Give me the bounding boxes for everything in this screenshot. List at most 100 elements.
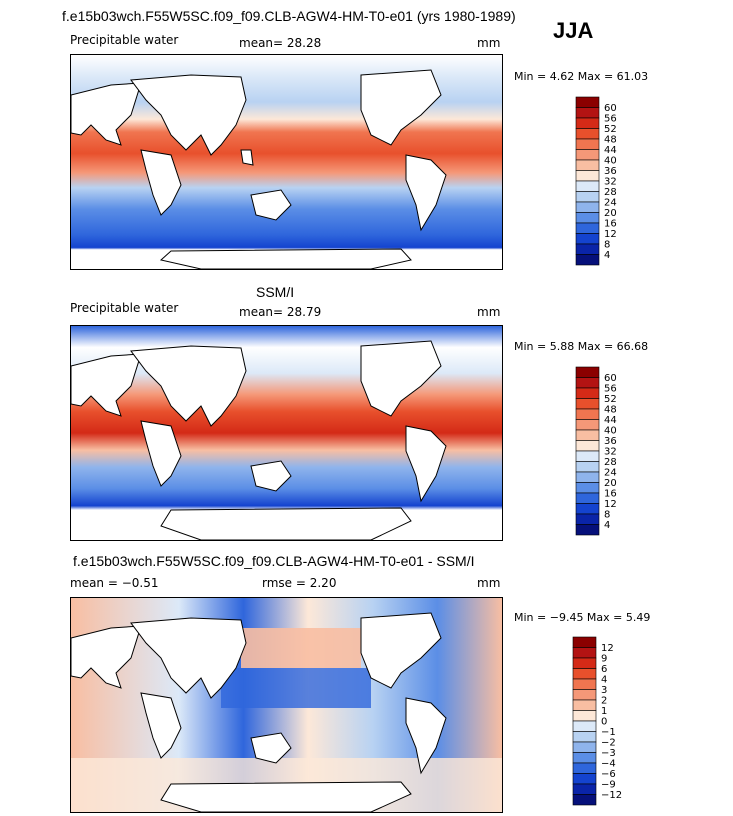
colorbar-label: 28 bbox=[604, 187, 617, 198]
colorbar-swatch bbox=[572, 731, 597, 743]
colorbar-label: 12 bbox=[604, 499, 617, 510]
colorbar-label: 3 bbox=[601, 685, 607, 696]
panel-3-units: mm bbox=[477, 576, 501, 590]
colorbar-swatch bbox=[575, 159, 600, 171]
colorbar-label: 1 bbox=[601, 706, 607, 717]
colorbar-label: 4 bbox=[601, 675, 607, 686]
panel-2-minmax: Min = 5.88 Max = 66.68 bbox=[514, 340, 649, 353]
panel-3-continents bbox=[71, 612, 447, 812]
colorbar-swatch bbox=[575, 461, 600, 473]
colorbar-label: 56 bbox=[604, 114, 617, 125]
colorbar-label: 52 bbox=[604, 124, 617, 135]
colorbar-label: −3 bbox=[601, 748, 616, 759]
panel-3-rmse: rmse = 2.20 bbox=[262, 576, 337, 590]
colorbar-label: 36 bbox=[604, 166, 617, 177]
colorbar-swatch bbox=[575, 254, 600, 266]
colorbar-swatch bbox=[575, 191, 600, 203]
colorbar-swatch bbox=[575, 212, 600, 224]
colorbar-swatch bbox=[572, 783, 597, 795]
panel-3-mean: mean = −0.51 bbox=[70, 576, 159, 590]
colorbar-label: 9 bbox=[601, 654, 607, 665]
colorbar-swatch bbox=[575, 243, 600, 255]
colorbar-swatch bbox=[575, 524, 600, 536]
colorbar-label: −4 bbox=[601, 759, 616, 770]
colorbar-label: 16 bbox=[604, 489, 617, 500]
colorbar-label: 32 bbox=[604, 447, 617, 458]
colorbar-swatch bbox=[575, 366, 600, 378]
panel-1-minmax: Min = 4.62 Max = 61.03 bbox=[514, 70, 649, 83]
colorbar-label: −9 bbox=[601, 780, 616, 791]
colorbar-swatch bbox=[575, 492, 600, 504]
panel-1-units: mm bbox=[477, 36, 501, 50]
colorbar-label: 48 bbox=[604, 135, 617, 146]
colorbar-swatch bbox=[575, 387, 600, 399]
colorbar-swatch bbox=[572, 678, 597, 690]
panel-2-continents bbox=[71, 340, 447, 540]
colorbar-label: 12 bbox=[601, 643, 614, 654]
colorbar-label: 32 bbox=[604, 177, 617, 188]
colorbar-label: 20 bbox=[604, 208, 617, 219]
colorbar-label: 52 bbox=[604, 394, 617, 405]
colorbar-swatch bbox=[575, 419, 600, 431]
colorbar-label: 48 bbox=[604, 405, 617, 416]
colorbar-label: 2 bbox=[601, 696, 607, 707]
panel-3-colorbar: 12 9 6 4 3 2 1 0 −1 −2 −3 −4 −6 −9 −12 bbox=[572, 636, 633, 807]
colorbar-swatch bbox=[572, 773, 597, 785]
colorbar-label: 4 bbox=[604, 250, 610, 261]
panel-1-colorbar: 60 56 52 48 44 40 36 32 28 24 20 16 12 8 4 bbox=[575, 96, 636, 267]
panel-2-map bbox=[70, 325, 503, 541]
colorbar-swatch bbox=[575, 450, 600, 462]
panel-3-minmax: Min = −9.45 Max = 5.49 bbox=[514, 611, 651, 624]
panel-3-map bbox=[70, 597, 503, 813]
colorbar-label: 44 bbox=[604, 415, 617, 426]
colorbar-swatch bbox=[572, 699, 597, 711]
colorbar-label: −1 bbox=[601, 727, 616, 738]
colorbar-label: 12 bbox=[604, 229, 617, 240]
panel-1-map bbox=[70, 54, 503, 270]
colorbar-label: 28 bbox=[604, 457, 617, 468]
panel-1-mean: mean= 28.28 bbox=[239, 36, 322, 50]
colorbar-swatch bbox=[575, 233, 600, 245]
colorbar-swatch bbox=[572, 710, 597, 722]
panel-1-variable: Precipitable water bbox=[70, 33, 179, 47]
panel-2-units: mm bbox=[477, 305, 501, 319]
panel-3-heading: f.e15b03wch.F55W5SC.f09_f09.CLB-AGW4-HM-… bbox=[73, 553, 475, 569]
colorbar-swatch bbox=[572, 794, 597, 806]
colorbar-swatch bbox=[575, 107, 600, 119]
colorbar-swatch bbox=[575, 222, 600, 234]
colorbar-label: 6 bbox=[601, 664, 607, 675]
panel-2-heading: SSM/I bbox=[256, 284, 295, 300]
colorbar-label: 24 bbox=[604, 198, 617, 209]
colorbar-label: 60 bbox=[604, 373, 617, 384]
panel-2-colorbar: 60 56 52 48 44 40 36 32 28 24 20 16 12 8 4 bbox=[575, 366, 636, 537]
colorbar-swatch bbox=[575, 170, 600, 182]
colorbar-swatch bbox=[575, 138, 600, 150]
colorbar-swatch bbox=[572, 657, 597, 669]
colorbar-swatch bbox=[572, 720, 597, 732]
colorbar-label: 24 bbox=[604, 468, 617, 479]
colorbar-swatch bbox=[572, 762, 597, 774]
colorbar-label: 4 bbox=[604, 520, 610, 531]
colorbar-swatch bbox=[575, 482, 600, 494]
colorbar-label: 8 bbox=[604, 510, 610, 521]
panel-2-variable: Precipitable water bbox=[70, 301, 179, 315]
colorbar-swatch bbox=[575, 180, 600, 192]
season-label: JJA bbox=[553, 18, 594, 43]
colorbar-swatch bbox=[575, 201, 600, 213]
colorbar-swatch bbox=[575, 429, 600, 441]
colorbar-swatch bbox=[575, 117, 600, 129]
colorbar-label: 40 bbox=[604, 426, 617, 437]
colorbar-label: 36 bbox=[604, 436, 617, 447]
colorbar-label: 56 bbox=[604, 384, 617, 395]
colorbar-swatch bbox=[575, 440, 600, 452]
panel-2-mean: mean= 28.79 bbox=[239, 305, 322, 319]
colorbar-label: −12 bbox=[601, 790, 622, 801]
colorbar-swatch bbox=[572, 636, 597, 648]
colorbar-label: 8 bbox=[604, 240, 610, 251]
colorbar-label: −6 bbox=[601, 769, 616, 780]
colorbar-label: 40 bbox=[604, 156, 617, 167]
panel-1-continents bbox=[71, 69, 447, 269]
colorbar-label: 60 bbox=[604, 103, 617, 114]
colorbar-swatch bbox=[572, 647, 597, 659]
colorbar-swatch bbox=[575, 398, 600, 410]
